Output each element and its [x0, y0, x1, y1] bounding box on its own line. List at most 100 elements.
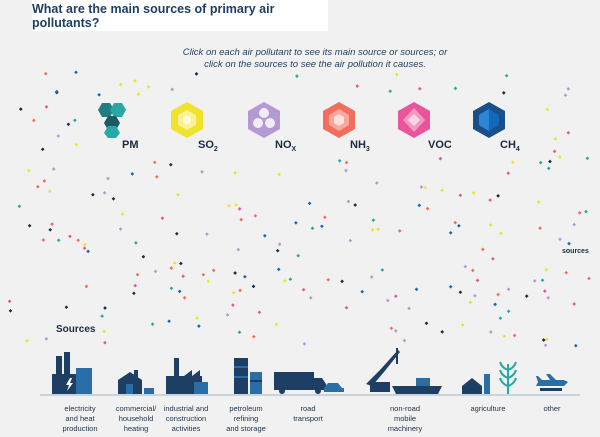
particle-dot [344, 168, 348, 173]
source-line: household [118, 414, 154, 423]
ch4-sub: 4 [515, 146, 520, 153]
source-other[interactable]: other [512, 352, 592, 413]
pollutant-nh3[interactable] [320, 100, 358, 140]
particle-dot [238, 288, 242, 293]
particle-dot [74, 142, 79, 147]
particle-dot [393, 329, 398, 333]
pollutant-label-nh3[interactable]: NH3 [350, 139, 370, 153]
particle-dot [353, 203, 358, 207]
particle-dot [103, 340, 107, 345]
so2-sub: 2 [213, 146, 218, 153]
particle-dot [397, 229, 402, 233]
particle-dot [169, 286, 174, 291]
particle-dot [257, 310, 262, 315]
particle-dot [102, 190, 107, 195]
pollutant-nox[interactable] [245, 100, 283, 140]
particle-dot [277, 242, 282, 246]
source-road-transport[interactable]: road transport [268, 352, 348, 432]
particle-dot [499, 231, 503, 236]
particle-dot [211, 268, 216, 273]
source-line: commercial/ [115, 404, 157, 413]
particle-dot [197, 324, 201, 328]
title-box: What are the main sources of primary air… [32, 0, 328, 31]
particle-dot [355, 84, 360, 88]
pollutant-label-voc[interactable]: VOC [428, 139, 452, 151]
particle-dot [251, 334, 256, 339]
source-industrial[interactable]: industrial and construction activities [146, 352, 226, 433]
particle-dot [424, 321, 429, 326]
particle-dot [493, 302, 497, 307]
pollutant-label-nox[interactable]: NOX [275, 139, 296, 153]
particle-dot [524, 294, 529, 298]
nh3-hexagon-icon [323, 102, 355, 138]
particle-dot [150, 322, 155, 326]
particle-dot [563, 93, 568, 98]
particle-dot [370, 228, 375, 232]
pollutant-pm[interactable] [92, 100, 132, 140]
pollutant-voc[interactable] [395, 100, 433, 140]
source-household-heating[interactable]: commercial/ household heating [96, 352, 176, 433]
particle-dot [348, 238, 353, 243]
particle-dot [7, 299, 12, 304]
particle-dot [584, 209, 588, 214]
particle-dot [540, 278, 545, 283]
particle-dot [283, 278, 287, 283]
particle-dot [536, 200, 541, 204]
source-petroleum[interactable]: petroleum refining and storage [206, 352, 286, 433]
pollutant-so2[interactable] [168, 100, 206, 140]
particle-dot [275, 248, 280, 253]
source-agriculture[interactable]: agriculture [448, 352, 528, 413]
particle-dot [176, 192, 180, 197]
particle-dot [181, 274, 185, 279]
pollutant-label-ch4[interactable]: CH4 [500, 139, 520, 153]
pm-hexagon-cluster-icon [98, 103, 126, 138]
particle-dot [376, 227, 381, 232]
particle-dot [133, 78, 137, 83]
particle-dot [64, 305, 69, 310]
ground-line [40, 394, 580, 396]
source-electricity-heat[interactable]: electricity and heat production [40, 352, 120, 433]
particle-dot [489, 330, 493, 334]
particle-dot [423, 185, 428, 190]
particle-dot [26, 168, 31, 173]
particle-dot [136, 92, 141, 96]
particle-dot [225, 313, 230, 317]
source-non-road-machinery[interactable]: non-road mobile machinery [360, 340, 450, 435]
so2-hexagon-icon [171, 102, 203, 138]
particle-dot [51, 167, 56, 171]
particle-dot [76, 238, 80, 243]
pollutant-label-pm[interactable]: PM [122, 139, 139, 151]
particle-dot [231, 290, 236, 295]
particle-dot [557, 155, 562, 159]
particle-dot [56, 238, 61, 243]
pollutant-ch4[interactable] [470, 100, 508, 140]
farm-icon [462, 361, 517, 394]
particle-dot [566, 87, 571, 91]
particle-dot [237, 207, 242, 211]
particle-dot [471, 191, 476, 195]
particle-dot [169, 266, 174, 270]
particle-dot [425, 206, 430, 211]
particle-dot [54, 89, 59, 94]
particle-dot [276, 267, 281, 272]
source-line: agriculture [470, 404, 506, 413]
particle-dot [182, 295, 187, 300]
particle-dot [44, 105, 49, 109]
particle-dot [301, 287, 306, 292]
particle-dot [206, 279, 211, 284]
particle-dot [32, 118, 36, 123]
particle-dot [475, 278, 480, 283]
particle-dot [27, 223, 32, 228]
instructions-line-2: click on the sources to see the air poll… [204, 59, 426, 70]
particle-dot [577, 211, 582, 215]
particle-dot [460, 323, 465, 327]
pollutant-label-so2[interactable]: SO2 [198, 139, 218, 153]
particle-dot [538, 226, 542, 230]
particle-dot [394, 72, 399, 77]
so2-name: SO [198, 139, 214, 151]
instructions: Click on each air pollutant to see its m… [150, 47, 480, 71]
particle-dot [48, 227, 53, 232]
source-line: industrial and [163, 404, 209, 413]
particle-dot [50, 222, 54, 226]
particle-dot [133, 283, 138, 288]
